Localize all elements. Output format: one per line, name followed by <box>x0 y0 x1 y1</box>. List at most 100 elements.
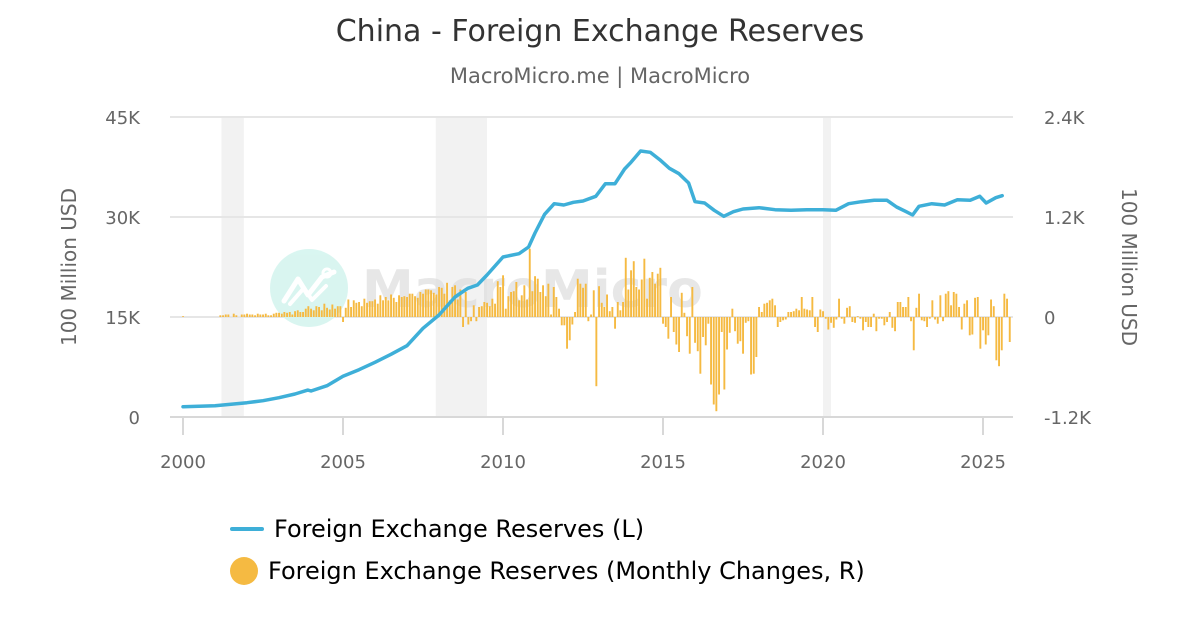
bar <box>864 317 867 322</box>
bar <box>984 317 987 345</box>
bar <box>843 317 846 324</box>
bar <box>742 317 744 354</box>
bar <box>934 317 936 320</box>
bar <box>523 285 526 317</box>
bar <box>990 299 992 317</box>
bar <box>328 309 331 317</box>
bar <box>627 289 630 317</box>
recession-band <box>823 117 831 417</box>
bar <box>712 317 715 405</box>
bar <box>822 311 824 317</box>
bar <box>595 317 598 387</box>
bar <box>246 313 248 317</box>
bar <box>568 317 571 341</box>
bar <box>470 317 472 322</box>
bar <box>323 303 326 317</box>
bar <box>856 316 859 317</box>
bar <box>1003 293 1006 317</box>
bar <box>416 297 419 317</box>
bar <box>592 290 595 317</box>
svg-text:45K: 45K <box>105 108 141 129</box>
bar <box>475 317 478 322</box>
bar <box>427 289 430 317</box>
legend-label: Foreign Exchange Reserves (L) <box>274 515 645 543</box>
x-tick-label: 2025 <box>960 452 1006 473</box>
bar <box>656 273 659 317</box>
bar <box>552 287 555 317</box>
bar <box>264 313 267 317</box>
bar <box>790 312 792 317</box>
bar <box>830 317 832 323</box>
bar <box>387 300 390 317</box>
line-swatch-icon <box>230 527 264 531</box>
bar <box>734 317 736 332</box>
bar <box>827 317 830 330</box>
bar <box>691 287 694 317</box>
bar <box>819 309 822 317</box>
bar <box>1008 317 1011 342</box>
bar <box>702 317 704 337</box>
bar <box>680 292 683 317</box>
bar <box>920 317 923 321</box>
bar <box>510 292 512 317</box>
bar <box>414 296 416 317</box>
x-tick-label: 2020 <box>800 452 846 473</box>
bar <box>438 287 440 317</box>
bar <box>718 317 720 395</box>
y-axis-left-title: 100 Million USD <box>57 188 81 346</box>
bar <box>422 293 424 317</box>
bar <box>590 314 592 317</box>
bar <box>723 317 726 390</box>
bar <box>563 317 566 326</box>
bar <box>310 308 312 317</box>
bar <box>816 317 819 332</box>
bar <box>952 292 955 317</box>
bar <box>283 312 286 317</box>
bar <box>358 302 360 317</box>
bar <box>454 285 456 317</box>
bar <box>760 312 763 317</box>
bar <box>576 278 579 317</box>
bar <box>232 313 235 317</box>
bar <box>536 278 539 317</box>
bar <box>307 306 310 317</box>
bar <box>344 307 347 317</box>
svg-text:30K: 30K <box>105 208 141 229</box>
bar <box>395 302 398 317</box>
recession-bands <box>221 117 831 417</box>
legend-item-monthly-changes[interactable]: Foreign Exchange Reserves (Monthly Chang… <box>228 550 865 592</box>
bar <box>782 317 784 321</box>
bar <box>584 283 587 317</box>
bar <box>315 306 318 317</box>
bar <box>224 314 227 317</box>
bar <box>936 317 939 324</box>
bar <box>566 317 568 349</box>
bar <box>902 307 904 317</box>
bar <box>883 317 886 326</box>
bar <box>507 296 510 317</box>
x-tick-label: 2005 <box>320 452 366 473</box>
legend-label: Foreign Exchange Reserves (Monthly Chang… <box>268 557 865 585</box>
legend-item-reserves[interactable]: Foreign Exchange Reserves (L) <box>228 508 865 550</box>
bar <box>182 316 184 317</box>
bar <box>667 317 670 339</box>
bar <box>390 294 392 317</box>
bar <box>947 291 950 317</box>
bar <box>571 317 574 325</box>
bar <box>608 311 611 317</box>
bar <box>824 317 827 319</box>
bar <box>870 317 872 327</box>
bar <box>867 317 870 327</box>
bar <box>747 317 750 322</box>
bar <box>838 298 840 317</box>
bar <box>614 317 616 329</box>
bar <box>398 295 400 317</box>
bar <box>926 317 928 327</box>
bar <box>491 298 494 317</box>
bar <box>486 302 488 317</box>
bar <box>622 302 624 317</box>
bar <box>891 317 894 328</box>
legend: Foreign Exchange Reserves (L) Foreign Ex… <box>228 508 865 592</box>
bar <box>379 295 382 317</box>
bar <box>366 302 368 317</box>
